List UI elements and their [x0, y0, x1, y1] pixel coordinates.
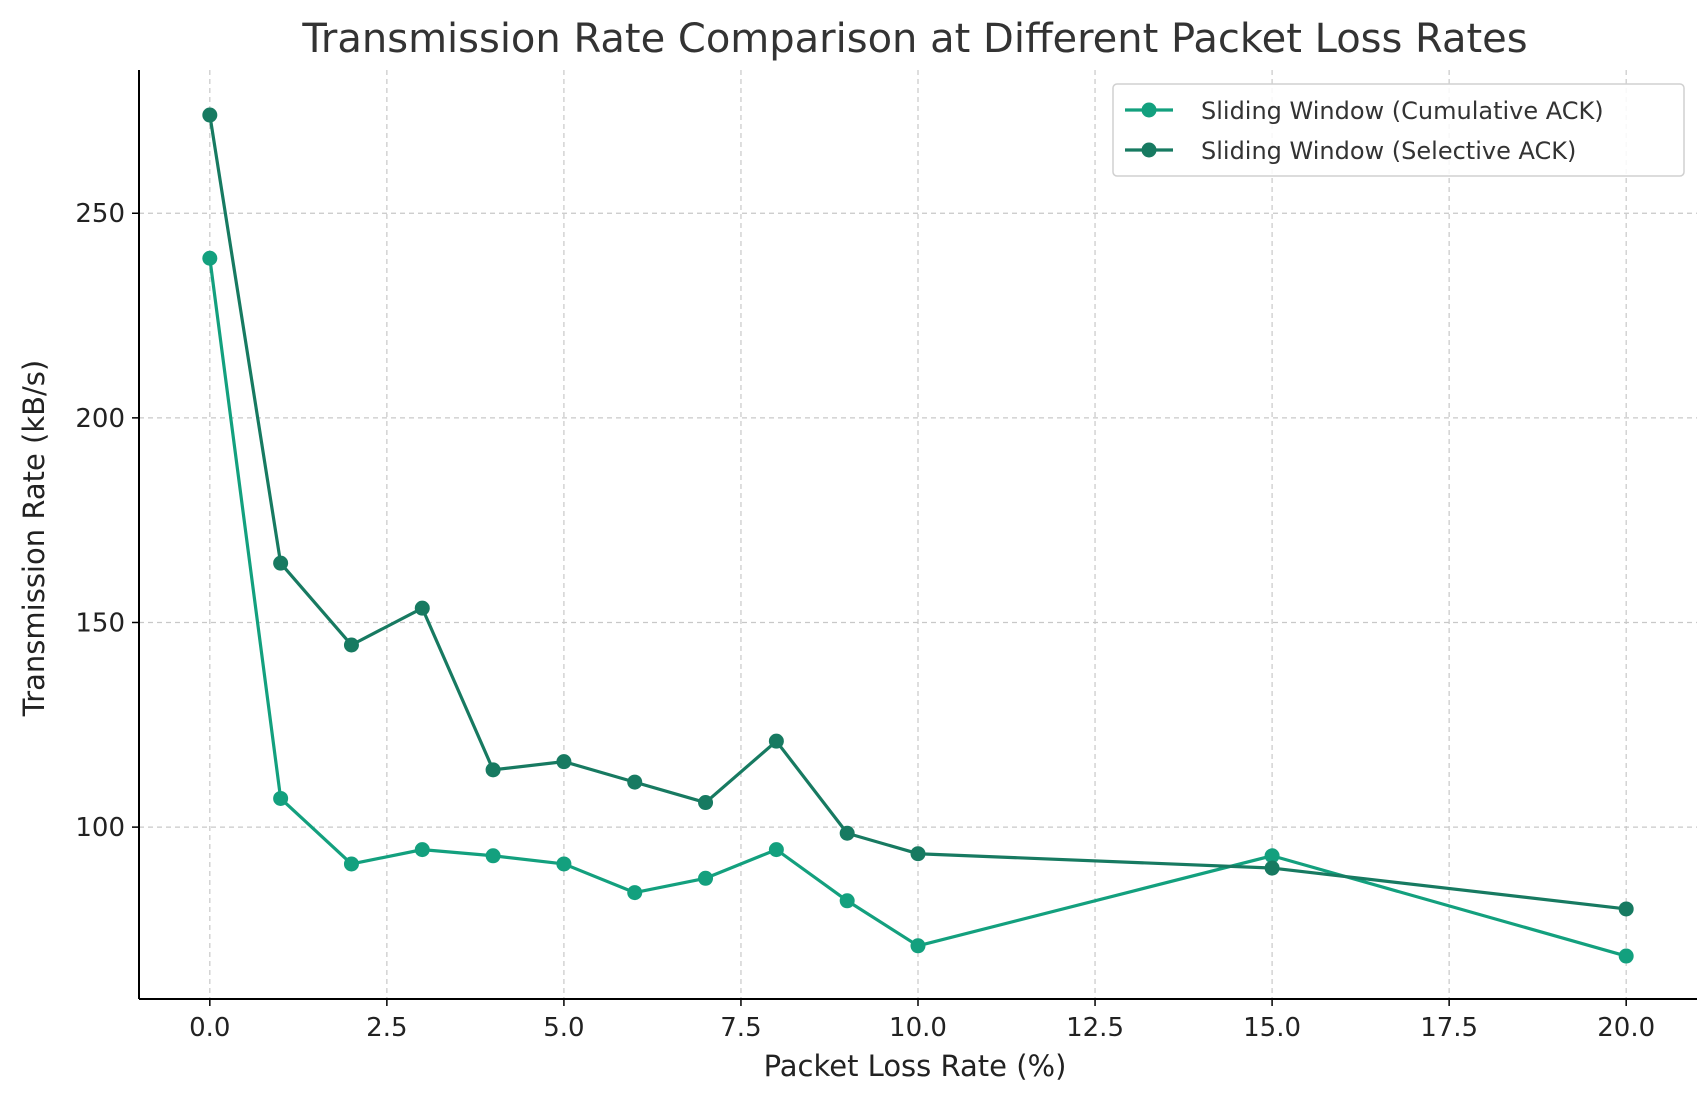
x-tick-label: 12.5 [1066, 1013, 1124, 1043]
data-point [1618, 901, 1634, 917]
series-lines [202, 107, 1634, 964]
x-tick-label: 5.0 [543, 1013, 584, 1043]
x-tick-label: 17.5 [1420, 1013, 1478, 1043]
series-2 [202, 107, 1634, 917]
data-point [698, 870, 714, 886]
y-tick-label: 200 [75, 404, 125, 434]
data-point [839, 893, 855, 909]
data-point [202, 250, 218, 266]
legend-label: Sliding Window (Selective ACK) [1201, 137, 1576, 165]
y-tick-label: 150 [75, 608, 125, 638]
data-point [627, 774, 643, 790]
data-point [273, 555, 289, 571]
data-point [202, 107, 218, 123]
x-tick-label: 7.5 [720, 1013, 761, 1043]
data-point [414, 842, 430, 858]
data-point [910, 846, 926, 862]
data-point [343, 856, 359, 872]
x-tick-label: 20.0 [1597, 1013, 1655, 1043]
data-point [627, 885, 643, 901]
data-point [1264, 848, 1280, 864]
y-tick-label: 250 [75, 199, 125, 229]
data-point [414, 600, 430, 616]
data-point [556, 754, 572, 770]
data-point [556, 856, 572, 872]
legend-label: Sliding Window (Cumulative ACK) [1201, 97, 1604, 125]
data-point [768, 733, 784, 749]
legend-swatch-marker [1141, 142, 1157, 158]
x-axis-label: Packet Loss Rate (%) [764, 1049, 1067, 1083]
data-point [698, 795, 714, 811]
data-point [485, 762, 501, 778]
data-point [910, 938, 926, 954]
chart-title: Transmission Rate Comparison at Differen… [301, 16, 1527, 62]
legend-box [1112, 83, 1685, 177]
series-1 [202, 250, 1634, 964]
tick-marks: 0.0 2.5 5.0 7.5 10.0 12.5 15.0 17.5 20.0 100 150 20… [75, 199, 1655, 1043]
legend: Sliding Window (Cumulative ACK) Sliding W… [1112, 83, 1685, 177]
data-point [485, 848, 501, 864]
grid-lines [139, 70, 1697, 999]
y-tick-label: 100 [75, 813, 125, 843]
legend-item: Sliding Window (Cumulative ACK) [1125, 97, 1604, 125]
data-point [343, 637, 359, 653]
data-point [273, 790, 289, 806]
data-point [1618, 948, 1634, 964]
y-axis-label: Transmission Rate (kB/s) [17, 360, 51, 717]
x-tick-label: 10.0 [889, 1013, 947, 1043]
x-tick-label: 2.5 [366, 1013, 407, 1043]
data-point [839, 825, 855, 841]
x-tick-label: 15.0 [1243, 1013, 1301, 1043]
legend-item: Sliding Window (Selective ACK) [1125, 137, 1576, 165]
data-point [1264, 860, 1280, 876]
x-tick-label: 0.0 [189, 1013, 230, 1043]
data-point [768, 842, 784, 858]
legend-swatch-marker [1141, 102, 1157, 118]
